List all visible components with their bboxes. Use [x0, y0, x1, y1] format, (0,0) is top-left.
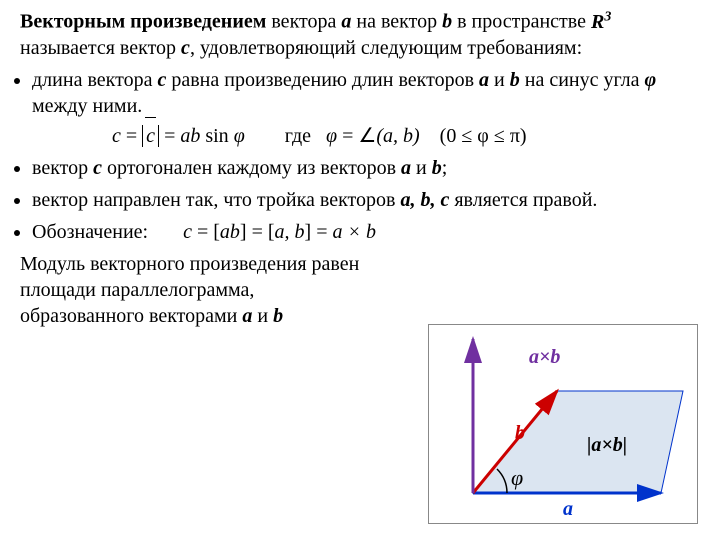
f-eq1: =: [121, 125, 142, 147]
mod-b: b: [273, 305, 283, 327]
req-length: длина вектора c равна произведению длин …: [32, 67, 710, 149]
diagram-svg: a b a×b |a×b| φ: [429, 325, 697, 523]
f-phi3: φ: [326, 125, 337, 147]
intro-R: R: [591, 11, 604, 33]
module-paragraph: Модуль векторного произведения равен пло…: [20, 251, 380, 329]
li2-a: a: [401, 157, 411, 179]
nf-ab: ab: [220, 221, 240, 243]
svg-text:b: b: [515, 422, 525, 444]
intro-t4: называется вектор: [20, 37, 181, 59]
req-orthogonal: вектор c ортогонален каждому из векторов…: [32, 155, 710, 181]
li4-label: Обозначение:: [32, 221, 148, 243]
li2-t2: ортогонален каждому из векторов: [102, 157, 401, 179]
intro-lead: Векторным произведением: [20, 11, 266, 33]
svg-text:φ: φ: [511, 465, 523, 490]
cross-product-diagram: a b a×b |a×b| φ: [428, 324, 698, 524]
intro-b: b: [442, 11, 452, 33]
mod-t2: и: [252, 305, 273, 327]
nf-t3: ] =: [305, 221, 333, 243]
req-right-triple: вектор направлен так, что тройка векторо…: [32, 187, 710, 213]
intro-paragraph: Векторным произведением вектора a на век…: [20, 8, 706, 61]
li1-t3: и: [489, 69, 510, 91]
nf-eq1: = [: [192, 221, 220, 243]
requirements-list: длина вектора c равна произведению длин …: [10, 67, 710, 245]
svg-text:a: a: [563, 498, 573, 520]
li3-t2: является правой.: [449, 189, 597, 211]
f-sin: sin: [200, 125, 233, 147]
f-range: (0 ≤ φ ≤ π): [440, 125, 527, 147]
intro-t3: в пространстве: [452, 11, 591, 33]
li2-t1: вектор: [32, 157, 93, 179]
f-angle: ∠: [358, 125, 376, 147]
li3-abc: a, b, c: [400, 189, 449, 211]
li1-phi: φ: [645, 69, 657, 91]
li1-a: a: [479, 69, 489, 91]
intro-a: a: [341, 11, 351, 33]
nf-a-b: a, b: [275, 221, 305, 243]
f-abs: c: [142, 125, 159, 147]
li1-b: b: [510, 69, 520, 91]
li2-b: b: [432, 157, 442, 179]
f-phi2: φ: [234, 125, 245, 147]
notation-formula: c = [ab] = [a, b] = a × b: [183, 219, 376, 245]
intro-t1: вектора: [266, 11, 341, 33]
li3-t1: вектор направлен так, что тройка векторо…: [32, 189, 400, 211]
li2-t3: и: [411, 157, 432, 179]
f-lhs: c: [112, 125, 121, 147]
f-eq3: =: [337, 125, 358, 147]
li2-t4: ;: [442, 157, 448, 179]
li1-t1: длина вектора: [32, 69, 157, 91]
intro-c: c: [181, 37, 190, 59]
f-paren: (a, b): [376, 125, 419, 147]
nf-axb: a × b: [332, 221, 376, 243]
li1-t4: на синус угла: [520, 69, 645, 91]
svg-text:a×b: a×b: [529, 346, 560, 368]
nf-t2: ] = [: [240, 221, 275, 243]
f-eq2: =: [159, 125, 180, 147]
f-cvec: c: [146, 125, 155, 147]
li1-c: c: [157, 69, 166, 91]
notation-line: Обозначение: c = [ab] = [a, b] = a × b: [32, 219, 710, 245]
f-ab: ab: [180, 125, 200, 147]
intro-exp: 3: [604, 9, 611, 24]
mod-t1: Модуль векторного произведения равен пло…: [20, 253, 359, 327]
li1-t5: между ними.: [32, 95, 142, 117]
nf-c: c: [183, 221, 192, 243]
length-formula: c = c = ab sin φ где φ = ∠(a, b) (0 ≤ φ …: [112, 123, 710, 149]
intro-t5: , удовлетворяющий следующим требованиям:: [190, 37, 582, 59]
svg-text:|a×b|: |a×b|: [587, 434, 627, 456]
intro-t2: на вектор: [351, 11, 442, 33]
li2-c: c: [93, 157, 102, 179]
li1-t2: равна произведению длин векторов: [166, 69, 479, 91]
f-gde: где: [285, 125, 311, 147]
mod-a: a: [242, 305, 252, 327]
